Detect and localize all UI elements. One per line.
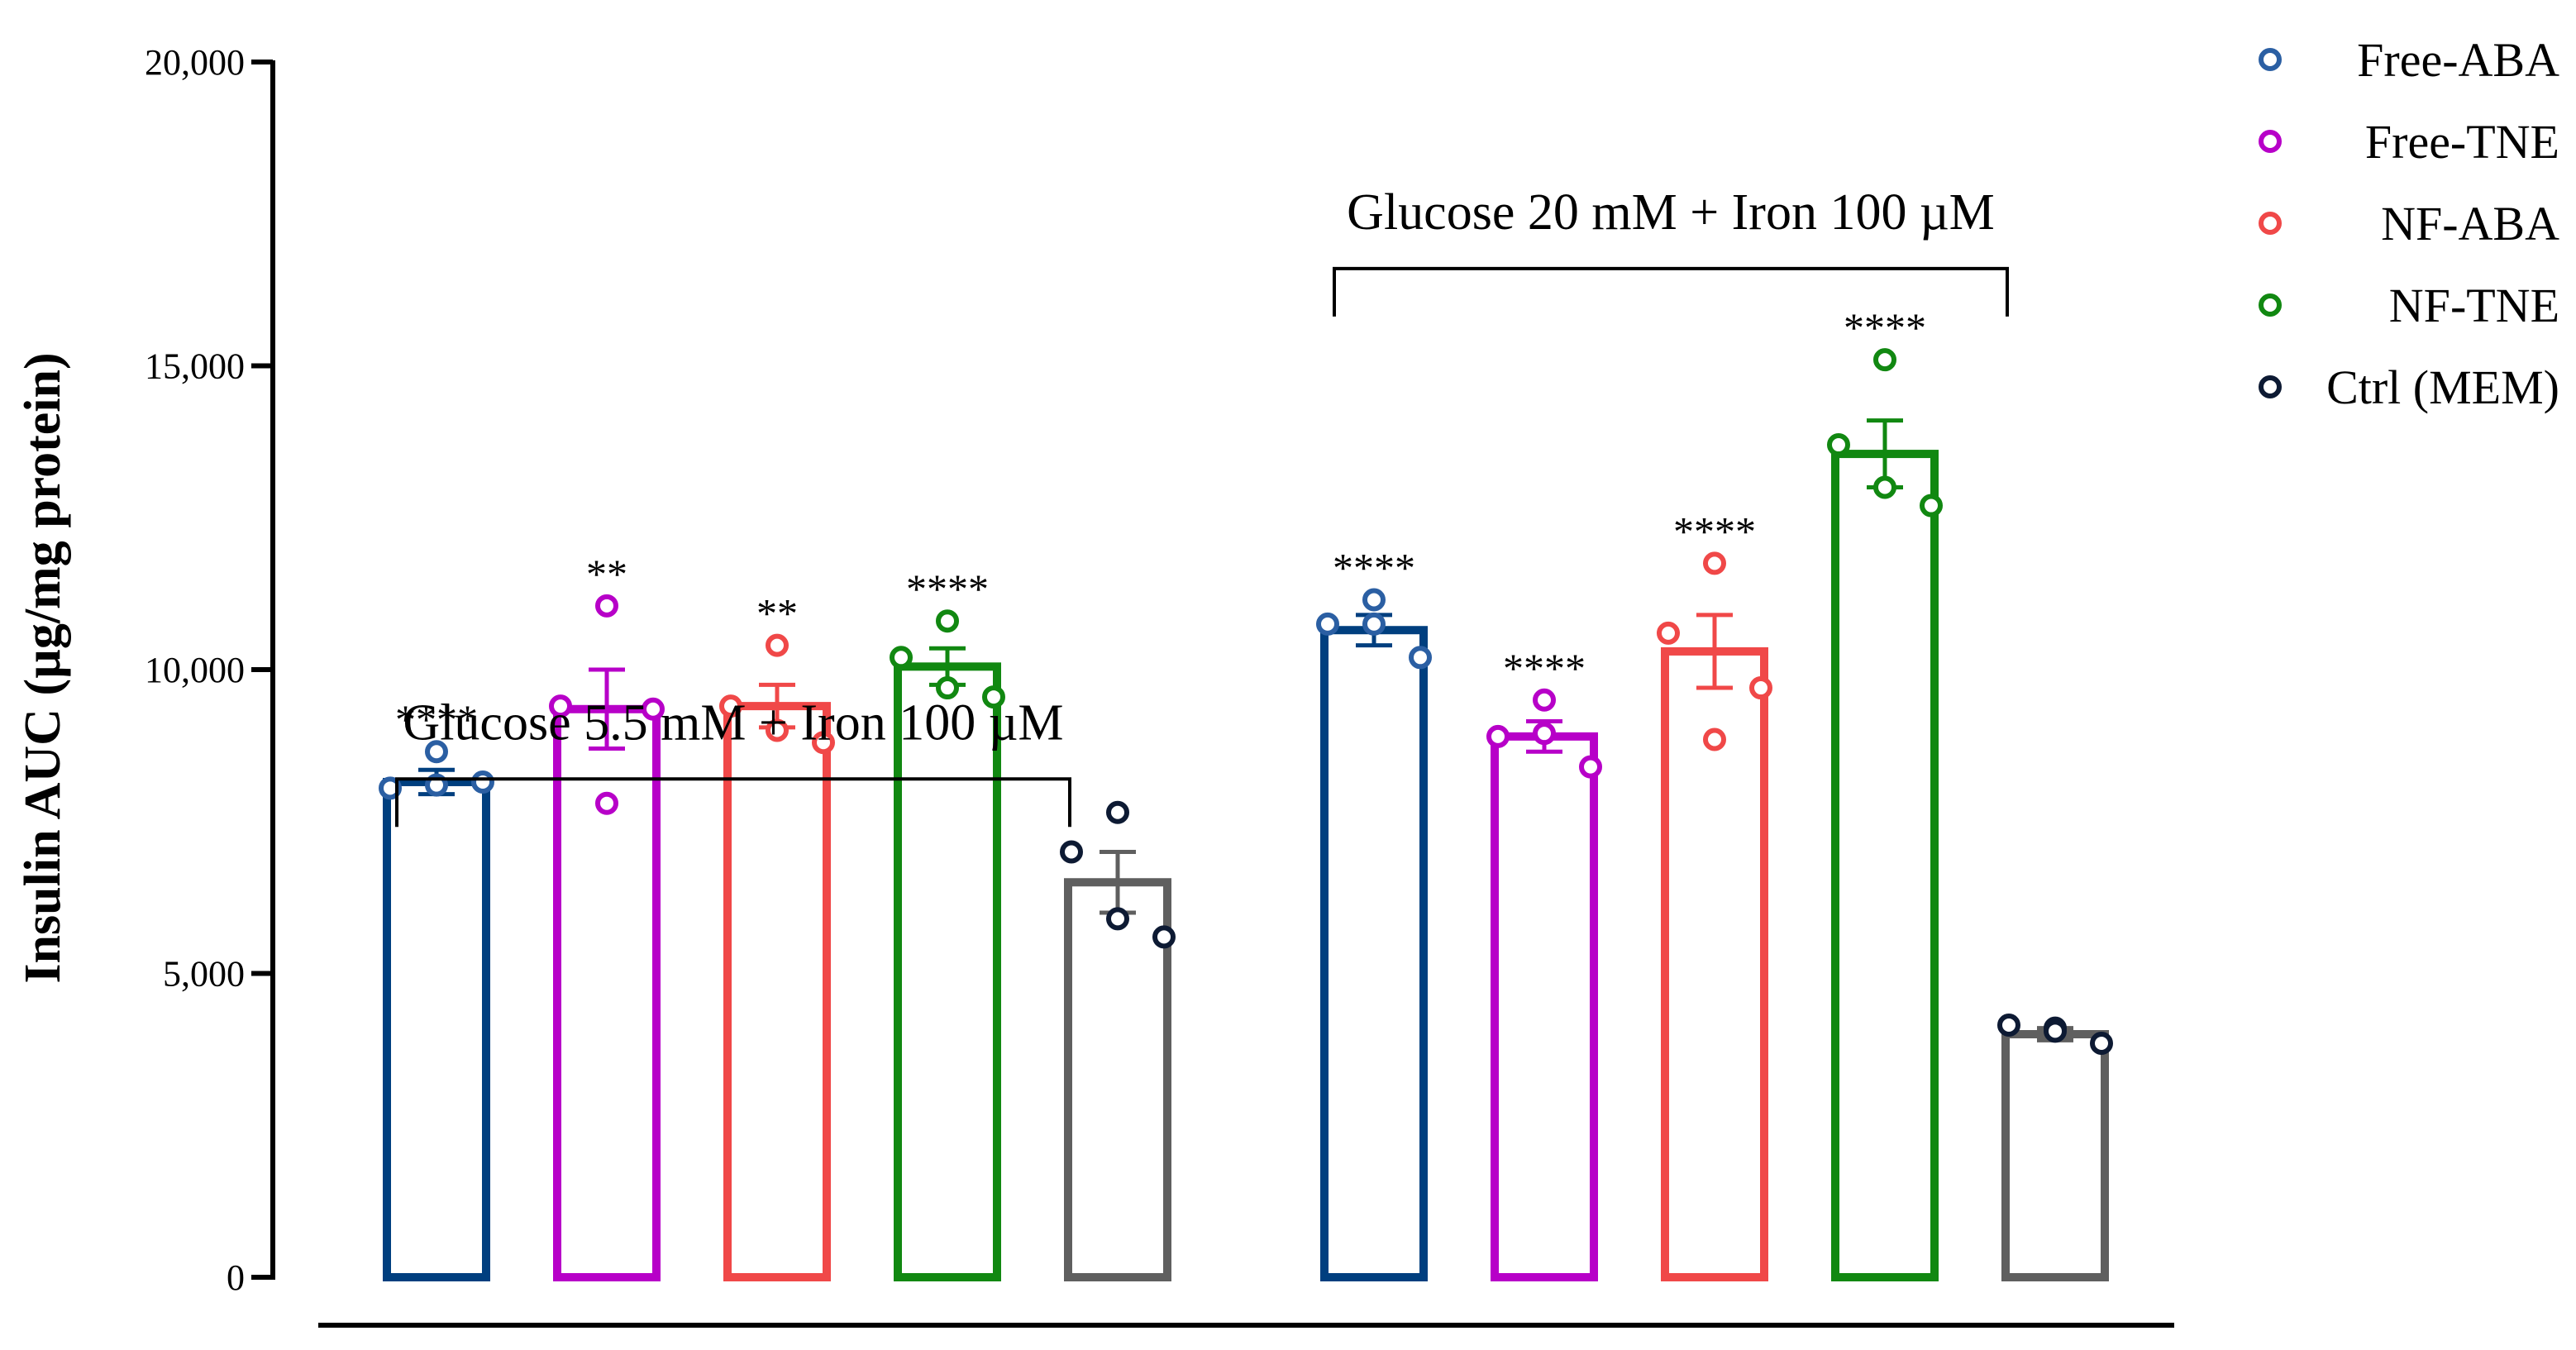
y-tick-label: 0: [227, 1257, 245, 1298]
data-point: [1362, 612, 1386, 636]
legend-marker: [2259, 130, 2282, 153]
data-point: [766, 718, 789, 742]
legend-label: NF-TNE: [2389, 279, 2559, 332]
legend-marker: [2259, 212, 2282, 235]
significance-label: ****: [1333, 544, 1415, 590]
significance-label: ****: [395, 696, 478, 742]
data-point: [425, 740, 448, 764]
data-point: [982, 685, 1005, 709]
group-bracket: [395, 777, 1071, 828]
data-point: [1703, 551, 1726, 575]
data-point: [1997, 1013, 2020, 1037]
y-axis-label: Insulin AUC (µg/mg protein): [15, 352, 71, 983]
data-point: [936, 609, 959, 633]
data-point: [1060, 840, 1083, 864]
data-point: [936, 676, 959, 700]
significance-label: **: [586, 551, 627, 597]
group-bracket: [1333, 266, 2009, 317]
data-point: [1533, 688, 1556, 712]
data-point: [1152, 925, 1176, 949]
group-label: Glucose 5.5 mM + Iron 100 µM: [403, 694, 1063, 751]
data-point: [1362, 588, 1386, 612]
bar: [1491, 732, 1598, 1281]
data-point: [379, 776, 402, 800]
bar: [1320, 626, 1428, 1281]
data-point: [812, 731, 835, 755]
bar: [2001, 1030, 2109, 1281]
data-point: [890, 646, 913, 670]
group-label: Glucose 20 mM + Iron 100 µM: [1347, 184, 1995, 241]
y-tick-label: 5,000: [163, 954, 245, 995]
data-point: [1409, 646, 1432, 670]
data-point: [719, 694, 742, 718]
significance-label: ****: [1844, 304, 1926, 351]
bar: [383, 777, 490, 1281]
data-point: [1486, 724, 1510, 748]
bar: [723, 702, 831, 1281]
data-point: [1749, 676, 1772, 700]
significance-label: **: [756, 590, 798, 637]
legend-label: Free-ABA: [2357, 33, 2559, 87]
y-tick-label: 15,000: [145, 346, 245, 387]
significance-label: ****: [906, 565, 989, 612]
data-point: [1106, 907, 1129, 931]
y-tick-label: 20,000: [145, 42, 245, 83]
y-axis: 0 5,000 10,000 15,000 20,000: [145, 42, 275, 1298]
data-point: [1106, 800, 1129, 824]
bar: [894, 662, 1001, 1281]
legend-marker: [2259, 375, 2282, 398]
significance-label: ****: [1673, 508, 1756, 554]
data-point: [2090, 1032, 2113, 1056]
data-point: [1579, 755, 1602, 779]
legend-marker: [2259, 48, 2282, 71]
group-brackets: Glucose 5.5 mM + Iron 100 µM Glucose 20 m…: [395, 184, 2009, 828]
data-point: [1657, 621, 1680, 645]
data-point: [1827, 433, 1850, 457]
data-point: [595, 791, 618, 815]
data-point: [1873, 475, 1896, 499]
data-point: [1533, 722, 1556, 746]
data-point: [1316, 612, 1339, 636]
data-point: [1703, 727, 1726, 751]
bar: [1831, 450, 1939, 1281]
data-point: [1873, 348, 1896, 372]
data-point: [2044, 1019, 2067, 1043]
data-point: [642, 697, 665, 721]
legend-label: Free-TNE: [2365, 115, 2559, 169]
legend-label: NF-ABA: [2381, 197, 2559, 250]
bars: ************ ****************: [379, 304, 2113, 1281]
legend-marker: [2259, 293, 2282, 317]
legend: Free-ABA Free-TNE NF-ABA NF-TNE Ctrl (MEM): [2259, 33, 2559, 414]
data-point: [595, 594, 618, 618]
significance-label: ****: [1503, 645, 1586, 691]
y-tick-label: 10,000: [145, 650, 245, 690]
data-point: [549, 694, 572, 718]
data-point: [471, 770, 494, 794]
bar: [1064, 878, 1171, 1281]
data-point: [1920, 494, 1943, 518]
data-point: [766, 633, 789, 657]
legend-label: Ctrl (MEM): [2326, 360, 2559, 414]
